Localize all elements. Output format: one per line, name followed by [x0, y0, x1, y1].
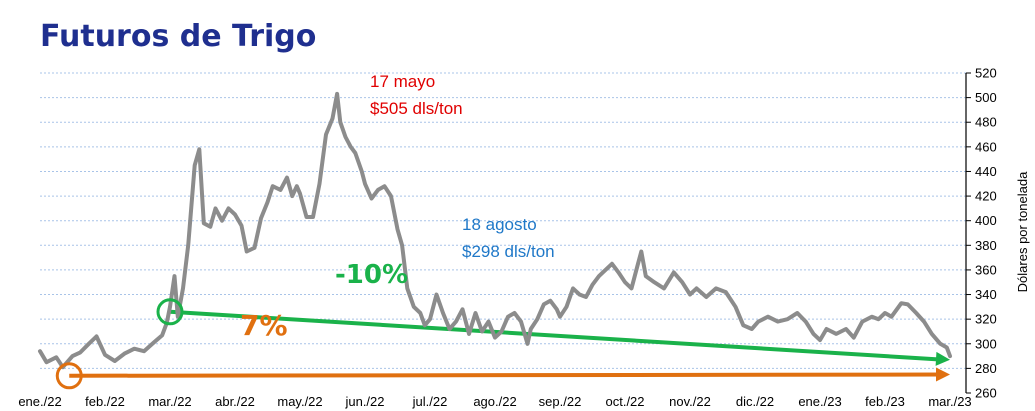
trend-start-circle — [55, 362, 83, 390]
trend-label-green: -10% — [335, 260, 408, 290]
annotation-may-price: $505 dls/ton — [370, 99, 463, 118]
y-tick-label: 300 — [975, 336, 997, 351]
x-tick-label: ene./23 — [798, 394, 841, 409]
y-tick-label: 520 — [975, 66, 997, 81]
x-tick-label: oct./22 — [605, 394, 644, 409]
y-tick-label: 500 — [975, 90, 997, 105]
annotation-august: 18 agosto $298 dls/ton — [462, 215, 555, 261]
price-series — [38, 91, 952, 370]
trend-lines — [69, 309, 950, 382]
y-tick-label: 440 — [975, 164, 997, 179]
annotation-may-date: 17 mayo — [370, 72, 435, 91]
y-tick-label: 260 — [975, 386, 997, 401]
y-axis-label: Dólares por tonelada — [1015, 171, 1030, 292]
trend-label-orange: 7% — [240, 309, 288, 342]
x-tick-label: jun./22 — [344, 394, 384, 409]
x-tick-label: mar./23 — [928, 394, 971, 409]
x-tick-label: dic./22 — [736, 394, 774, 409]
trend-arrowhead — [935, 351, 950, 366]
y-tick-label: 380 — [975, 238, 997, 253]
trend-start-markers — [55, 298, 184, 390]
x-tick-label: ene./22 — [18, 394, 61, 409]
annotation-aug-price: $298 dls/ton — [462, 242, 555, 261]
x-tick-label: may./22 — [277, 394, 322, 409]
y-tick-label: 320 — [975, 312, 997, 327]
trend-line — [69, 372, 945, 378]
y-axis: 260 280 300 320 340 360 380 400 420 440 460 480 500 5… — [965, 66, 997, 401]
y-tick-label: 360 — [975, 262, 997, 277]
x-tick-label: nov./22 — [669, 394, 711, 409]
annotation-may-peak: 17 mayo $505 dls/ton — [370, 72, 463, 118]
x-axis: ene./22 feb./22 mar./22 abr./22 may./22 jun./… — [18, 394, 971, 409]
x-tick-label: sep./22 — [539, 394, 582, 409]
y-tick-label: 400 — [975, 213, 997, 228]
trend-line — [169, 309, 945, 362]
y-tick-label: 340 — [975, 287, 997, 302]
x-tick-label: jul./22 — [412, 394, 448, 409]
trend-arrowhead — [935, 367, 950, 382]
x-tick-label: abr./22 — [215, 394, 255, 409]
y-tick-label: 280 — [975, 361, 997, 376]
x-tick-label: mar./22 — [148, 394, 191, 409]
x-tick-label: feb./22 — [85, 394, 125, 409]
chart-title: Futuros de Trigo — [40, 19, 316, 54]
y-tick-label: 480 — [975, 115, 997, 130]
y-tick-label: 420 — [975, 189, 997, 204]
y-tick-label: 460 — [975, 139, 997, 154]
x-tick-label: feb./23 — [865, 394, 905, 409]
trend-start-circle — [156, 298, 184, 326]
x-tick-label: ago./22 — [473, 394, 516, 409]
annotation-aug-date: 18 agosto — [462, 215, 537, 234]
